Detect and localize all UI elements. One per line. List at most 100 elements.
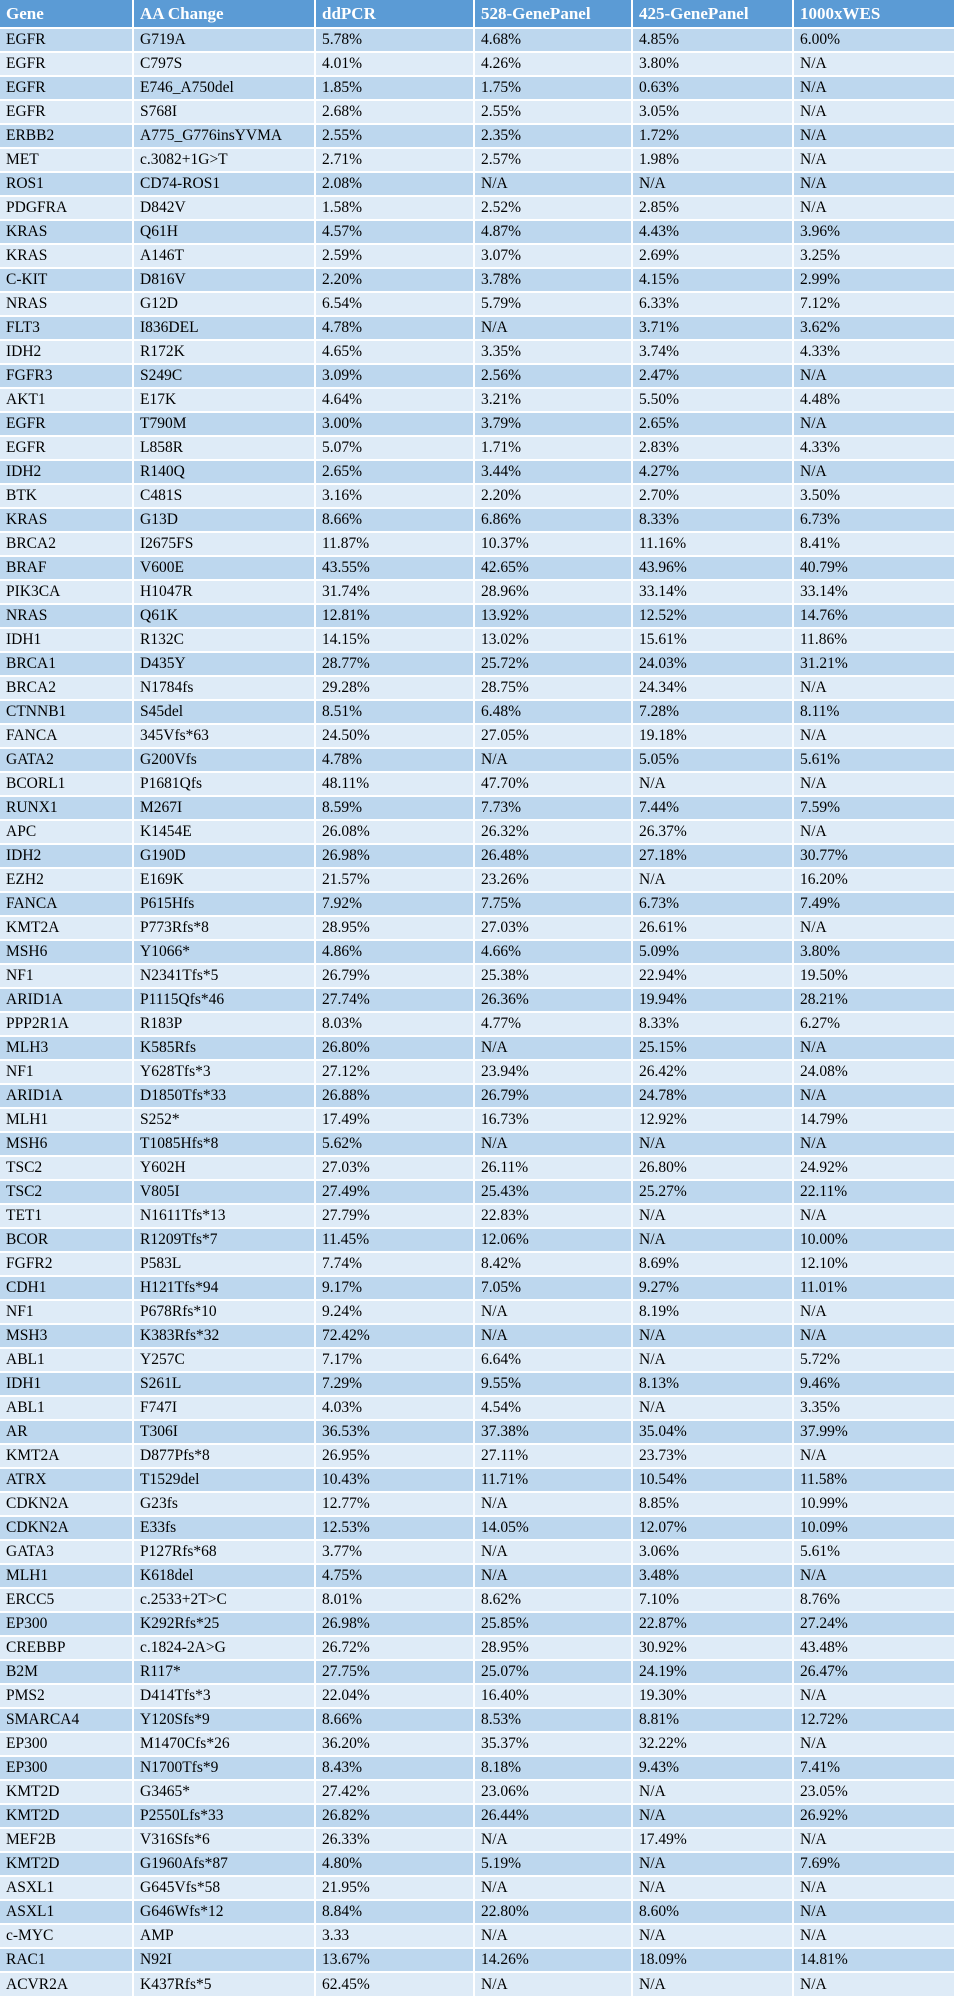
aa_change-cell: Y120Sfs*9 xyxy=(133,1708,316,1733)
panel_425-cell: N/A xyxy=(632,1876,794,1901)
table-row: MSH6 Y1066* 4.86% 4.66% 5.09% 3.80% xyxy=(0,940,954,965)
ddpcr-cell: 7.92% xyxy=(315,892,475,917)
gene-cell: C-KIT xyxy=(0,268,134,293)
panel_528-cell: 26.48% xyxy=(474,844,633,869)
ddpcr-cell: 3.16% xyxy=(315,484,475,509)
panel_528-cell: 8.42% xyxy=(474,1252,633,1277)
ddpcr-cell: 26.80% xyxy=(315,1036,475,1061)
aa_change-cell: G12D xyxy=(133,292,316,317)
ddpcr-cell: 12.81% xyxy=(315,604,475,629)
panel_425-cell: N/A xyxy=(632,1924,794,1949)
panel_528-cell: 4.87% xyxy=(474,220,633,245)
wes_1000x-cell: N/A xyxy=(793,1924,954,1949)
ddpcr-cell: 8.01% xyxy=(315,1588,475,1613)
aa_change-cell: P2550Lfs*33 xyxy=(133,1804,316,1829)
ddpcr-cell: 21.95% xyxy=(315,1876,475,1901)
panel_528-cell: 23.06% xyxy=(474,1780,633,1805)
panel_528-cell: 4.26% xyxy=(474,52,633,77)
ddpcr-cell: 6.54% xyxy=(315,292,475,317)
gene-cell: SMARCA4 xyxy=(0,1708,134,1733)
gene-cell: EZH2 xyxy=(0,868,134,893)
table-row: MSH3 K383Rfs*32 72.42% N/A N/A N/A xyxy=(0,1324,954,1349)
ddpcr-cell: 26.98% xyxy=(315,1612,475,1637)
wes_1000x-cell: 19.50% xyxy=(793,964,954,989)
wes_1000x-cell: 28.21% xyxy=(793,988,954,1013)
panel_528-cell: N/A xyxy=(474,1924,633,1949)
ddpcr-cell: 27.49% xyxy=(315,1180,475,1205)
panel_425-cell: 24.03% xyxy=(632,652,794,677)
panel_425-cell: 7.44% xyxy=(632,796,794,821)
wes_1000x-cell: N/A xyxy=(793,172,954,197)
column-header-panel_425: 425-GenePanel xyxy=(632,0,794,29)
wes_1000x-cell: 10.00% xyxy=(793,1228,954,1253)
ddpcr-cell: 4.75% xyxy=(315,1564,475,1589)
aa_change-cell: R117* xyxy=(133,1660,316,1685)
panel_425-cell: 5.05% xyxy=(632,748,794,773)
table-row: MLH1 S252* 17.49% 16.73% 12.92% 14.79% xyxy=(0,1108,954,1133)
table-row: IDH2 G190D 26.98% 26.48% 27.18% 30.77% xyxy=(0,844,954,869)
panel_425-cell: 3.71% xyxy=(632,316,794,341)
ddpcr-cell: 1.58% xyxy=(315,196,475,221)
wes_1000x-cell: 33.14% xyxy=(793,580,954,605)
wes_1000x-cell: N/A xyxy=(793,1036,954,1061)
aa_change-cell: N1700Tfs*9 xyxy=(133,1756,316,1781)
ddpcr-cell: 27.74% xyxy=(315,988,475,1013)
panel_528-cell: 2.57% xyxy=(474,148,633,173)
panel_425-cell: 15.61% xyxy=(632,628,794,653)
gene-cell: FLT3 xyxy=(0,316,134,341)
table-row: ABL1 F747I 4.03% 4.54% N/A 3.35% xyxy=(0,1396,954,1421)
ddpcr-cell: 8.03% xyxy=(315,1012,475,1037)
table-row: NF1 P678Rfs*10 9.24% N/A 8.19% N/A xyxy=(0,1300,954,1325)
panel_425-cell: 23.73% xyxy=(632,1444,794,1469)
ddpcr-cell: 4.65% xyxy=(315,340,475,365)
panel_425-cell: 3.48% xyxy=(632,1564,794,1589)
wes_1000x-cell: 6.00% xyxy=(793,28,954,53)
gene-cell: ERCC5 xyxy=(0,1588,134,1613)
aa_change-cell: G190D xyxy=(133,844,316,869)
ddpcr-cell: 27.42% xyxy=(315,1780,475,1805)
ddpcr-cell: 21.57% xyxy=(315,868,475,893)
panel_425-cell: 7.28% xyxy=(632,700,794,725)
ddpcr-cell: 8.43% xyxy=(315,1756,475,1781)
wes_1000x-cell: 8.11% xyxy=(793,700,954,725)
ddpcr-cell: 27.03% xyxy=(315,1156,475,1181)
gene-cell: EP300 xyxy=(0,1756,134,1781)
panel_528-cell: 25.07% xyxy=(474,1660,633,1685)
table-row: IDH1 R132C 14.15% 13.02% 15.61% 11.86% xyxy=(0,628,954,653)
table-row: ROS1 CD74-ROS1 2.08% N/A N/A N/A xyxy=(0,172,954,197)
panel_528-cell: 3.21% xyxy=(474,388,633,413)
table-row: MEF2B V316Sfs*6 26.33% N/A 17.49% N/A xyxy=(0,1828,954,1853)
ddpcr-cell: 7.17% xyxy=(315,1348,475,1373)
wes_1000x-cell: 14.79% xyxy=(793,1108,954,1133)
table-row: FGFR3 S249C 3.09% 2.56% 2.47% N/A xyxy=(0,364,954,389)
panel_528-cell: 6.86% xyxy=(474,508,633,533)
table-row: BRAF V600E 43.55% 42.65% 43.96% 40.79% xyxy=(0,556,954,581)
wes_1000x-cell: N/A xyxy=(793,52,954,77)
aa_change-cell: S768I xyxy=(133,100,316,125)
gene-cell: CTNNB1 xyxy=(0,700,134,725)
aa_change-cell: S252* xyxy=(133,1108,316,1133)
wes_1000x-cell: N/A xyxy=(793,1972,954,1996)
aa_change-cell: H1047R xyxy=(133,580,316,605)
gene-cell: PMS2 xyxy=(0,1684,134,1709)
gene-cell: ERBB2 xyxy=(0,124,134,149)
panel_425-cell: 2.85% xyxy=(632,196,794,221)
ddpcr-cell: 26.33% xyxy=(315,1828,475,1853)
ddpcr-cell: 4.80% xyxy=(315,1852,475,1877)
table-row: ASXL1 G646Wfs*12 8.84% 22.80% 8.60% N/A xyxy=(0,1900,954,1925)
wes_1000x-cell: N/A xyxy=(793,820,954,845)
ddpcr-cell: 8.51% xyxy=(315,700,475,725)
table-row: FLT3 I836DEL 4.78% N/A 3.71% 3.62% xyxy=(0,316,954,341)
gene-cell: MET xyxy=(0,148,134,173)
aa_change-cell: K618del xyxy=(133,1564,316,1589)
panel_425-cell: 2.47% xyxy=(632,364,794,389)
table-row: FANCA 345Vfs*63 24.50% 27.05% 19.18% N/A xyxy=(0,724,954,749)
table-row: AKT1 E17K 4.64% 3.21% 5.50% 4.48% xyxy=(0,388,954,413)
gene-cell: MLH1 xyxy=(0,1564,134,1589)
table-row: BTK C481S 3.16% 2.20% 2.70% 3.50% xyxy=(0,484,954,509)
gene-cell: IDH2 xyxy=(0,340,134,365)
panel_528-cell: 37.38% xyxy=(474,1420,633,1445)
panel_425-cell: 4.43% xyxy=(632,220,794,245)
panel_528-cell: 7.75% xyxy=(474,892,633,917)
